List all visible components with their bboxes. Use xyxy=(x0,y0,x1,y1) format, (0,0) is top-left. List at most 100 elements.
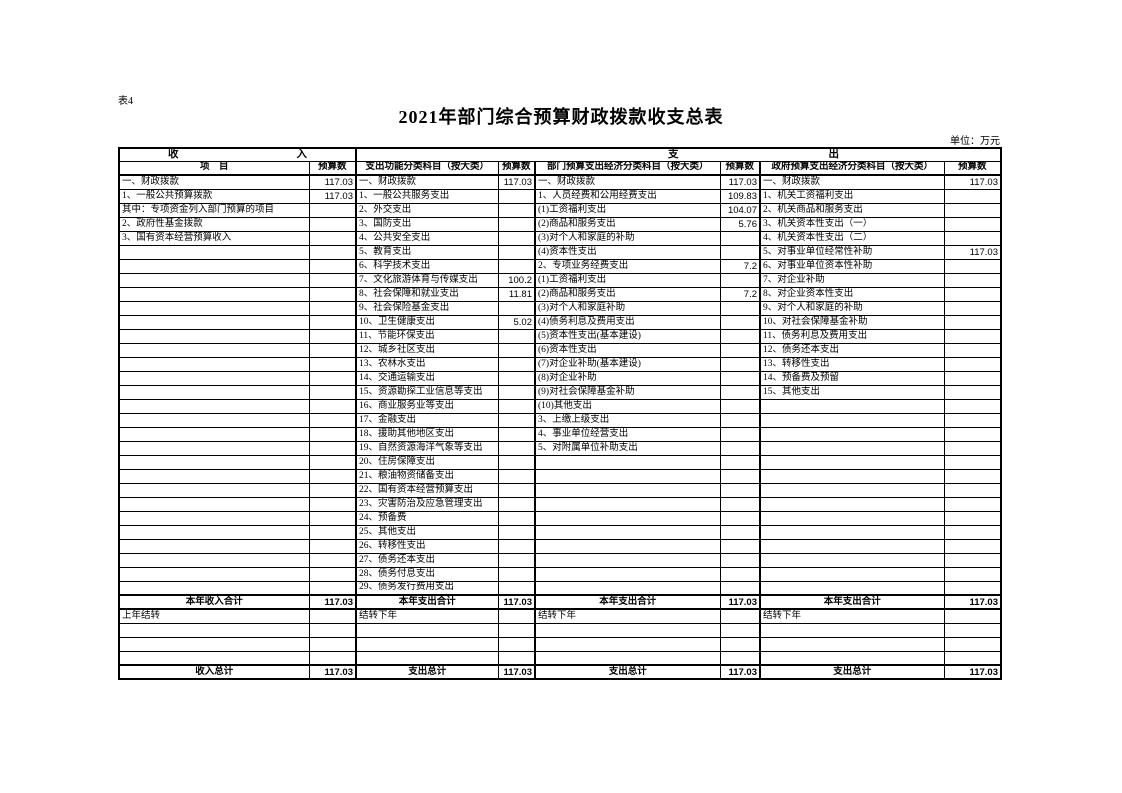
function-label-cell: 1、一般公共服务支出 xyxy=(355,188,499,204)
function-carryover-row-label: 结转下年 xyxy=(355,608,499,624)
function-label-cell: 15、资源勘探工业信息等支出 xyxy=(355,384,499,400)
dept-econ-value-cell xyxy=(719,426,761,442)
dept-econ-label-cell: (3)对个人和家庭补助 xyxy=(534,300,721,316)
income-blank-value xyxy=(308,650,357,666)
function-label-cell: 24、预备费 xyxy=(355,510,499,526)
function-label-cell: 一、财政拨款 xyxy=(355,174,499,190)
gov-econ-value-cell xyxy=(943,552,1002,568)
function-label-cell: 2、外交支出 xyxy=(355,202,499,218)
gov-econ-value-cell xyxy=(943,440,1002,456)
dept-econ-label-cell: (3)对个人和家庭的补助 xyxy=(534,230,721,246)
dept-econ-label-cell: 3、上缴上级支出 xyxy=(534,412,721,428)
income-label-cell xyxy=(118,510,310,526)
function-value-cell: 5.02 xyxy=(497,314,536,330)
income-value-cell xyxy=(308,286,357,302)
table-row: 11、节能环保支出 (5)资本性支出(基本建设) 11、债务利息及费用支出 xyxy=(118,328,1002,344)
income-value-cell xyxy=(308,482,357,498)
dept-econ-value-cell xyxy=(719,398,761,414)
gov-econ-blank-value xyxy=(943,636,1002,652)
dept-econ-label-cell: (4)资本性支出 xyxy=(534,244,721,260)
function-label-cell: 27、债务还本支出 xyxy=(355,552,499,568)
dept-econ-label-cell: 5、对附属单位补助支出 xyxy=(534,440,721,456)
dept-econ-value-cell xyxy=(719,524,761,540)
income-value-cell xyxy=(308,272,357,288)
dept-econ-label-cell xyxy=(534,482,721,498)
carryover-row: 上年结转 结转下年 结转下年 结转下年 xyxy=(118,608,1002,624)
income-label-cell xyxy=(118,300,310,316)
income-label-cell xyxy=(118,538,310,554)
income-value-cell xyxy=(308,496,357,512)
gov-econ-value-cell xyxy=(943,454,1002,470)
dept-econ-value-cell xyxy=(719,314,761,330)
gov-econ-label-cell: 10、对社会保障基金补助 xyxy=(759,314,945,330)
gov-econ-label-cell xyxy=(759,482,945,498)
dept-econ-label-cell xyxy=(534,454,721,470)
gov-econ-value-cell xyxy=(943,314,1002,330)
column-header-function: 支出功能分类科目（按大类） xyxy=(355,160,499,176)
gov-econ-blank-label xyxy=(759,622,945,638)
dept-econ-blank-label xyxy=(534,622,721,638)
function-value-cell xyxy=(497,342,536,358)
gov-econ-value-cell xyxy=(943,538,1002,554)
gov-econ-blank-value xyxy=(943,622,1002,638)
income-label-cell: 其中：专项资金列入部门预算的项目 xyxy=(118,202,310,218)
column-header-income: 项 目 xyxy=(118,160,310,176)
income-value-cell xyxy=(308,566,357,582)
income-section-header: 收 入 xyxy=(118,147,357,162)
dept-econ-value-cell: 5.76 xyxy=(719,216,761,232)
function-value-cell xyxy=(497,566,536,582)
gov-econ-label-cell xyxy=(759,440,945,456)
income-value-cell xyxy=(308,216,357,232)
function-label-cell: 16、商业服务业等支出 xyxy=(355,398,499,414)
income-carryover-row-value xyxy=(308,608,357,624)
table-row: 10、卫生健康支出 5.02 (4)债务利息及费用支出 10、对社会保障基金补助 xyxy=(118,314,1002,330)
income-value-cell xyxy=(308,202,357,218)
income-value-cell xyxy=(308,342,357,358)
table-row: 一、财政拨款 117.03 一、财政拨款 117.03 一、财政拨款 117.03 一、财政… xyxy=(118,174,1002,190)
gov-econ-label-cell: 9、对个人和家庭的补助 xyxy=(759,300,945,316)
function-label-cell: 28、债务付息支出 xyxy=(355,566,499,582)
dept-econ-value-cell xyxy=(719,244,761,260)
table-header: 收 入 支 出 项 目预算数 支出功能分类科目（按大类） 预算数 部门预算支出经济分类… xyxy=(118,147,1002,176)
income-label-cell xyxy=(118,286,310,302)
table-row: 25、其他支出 xyxy=(118,524,1002,540)
table-row: 19、自然资源海洋气象等支出 5、对附属单位补助支出 xyxy=(118,440,1002,456)
income-label-cell xyxy=(118,356,310,372)
dept-econ-label-cell xyxy=(534,566,721,582)
income-label-cell xyxy=(118,244,310,260)
table-row: 其中：专项资金列入部门预算的项目 2、外交支出 (1)工资福利支出 104.07 2、机… xyxy=(118,202,1002,218)
gov-econ-value-cell xyxy=(943,398,1002,414)
page-title: 2021年部门综合预算财政拨款收支总表 xyxy=(398,107,724,127)
income-value-cell xyxy=(308,468,357,484)
income-summary-row-value: 117.03 xyxy=(308,594,357,610)
function-label-cell: 9、社会保险基金支出 xyxy=(355,300,499,316)
dept-econ-label-cell: (5)资本性支出(基本建设) xyxy=(534,328,721,344)
blank-row xyxy=(118,622,1002,638)
function-label-cell: 7、文化旅游体育与传媒支出 xyxy=(355,272,499,288)
gov-econ-total-row-value: 117.03 xyxy=(943,664,1002,680)
gov-econ-carryover-row-label: 结转下年 xyxy=(759,608,945,624)
function-summary-row-label: 本年支出合计 xyxy=(355,594,499,610)
dept-econ-blank-value xyxy=(719,622,761,638)
dept-econ-value-cell xyxy=(719,272,761,288)
dept-econ-value-cell xyxy=(719,566,761,582)
income-value-cell xyxy=(308,328,357,344)
gov-econ-label-cell: 7、对企业补助 xyxy=(759,272,945,288)
income-label-cell xyxy=(118,496,310,512)
function-label-cell: 12、城乡社区支出 xyxy=(355,342,499,358)
dept-econ-label-cell: 4、事业单位经营支出 xyxy=(534,426,721,442)
income-value-cell: 117.03 xyxy=(308,174,357,190)
gov-econ-value-cell xyxy=(943,524,1002,540)
gov-econ-summary-row-value: 117.03 xyxy=(943,594,1002,610)
income-label-cell xyxy=(118,580,310,596)
function-value-cell xyxy=(497,538,536,554)
function-label-cell: 8、社会保障和就业支出 xyxy=(355,286,499,302)
gov-econ-label-cell: 8、对企业资本性支出 xyxy=(759,286,945,302)
income-summary-row-label: 本年收入合计 xyxy=(118,594,310,610)
dept-econ-value-cell xyxy=(719,230,761,246)
gov-econ-label-cell: 2、机关商品和服务支出 xyxy=(759,202,945,218)
dept-econ-blank-value xyxy=(719,636,761,652)
table-row: 20、住房保障支出 xyxy=(118,454,1002,470)
function-value-cell xyxy=(497,188,536,204)
dept-econ-carryover-row-value xyxy=(719,608,761,624)
